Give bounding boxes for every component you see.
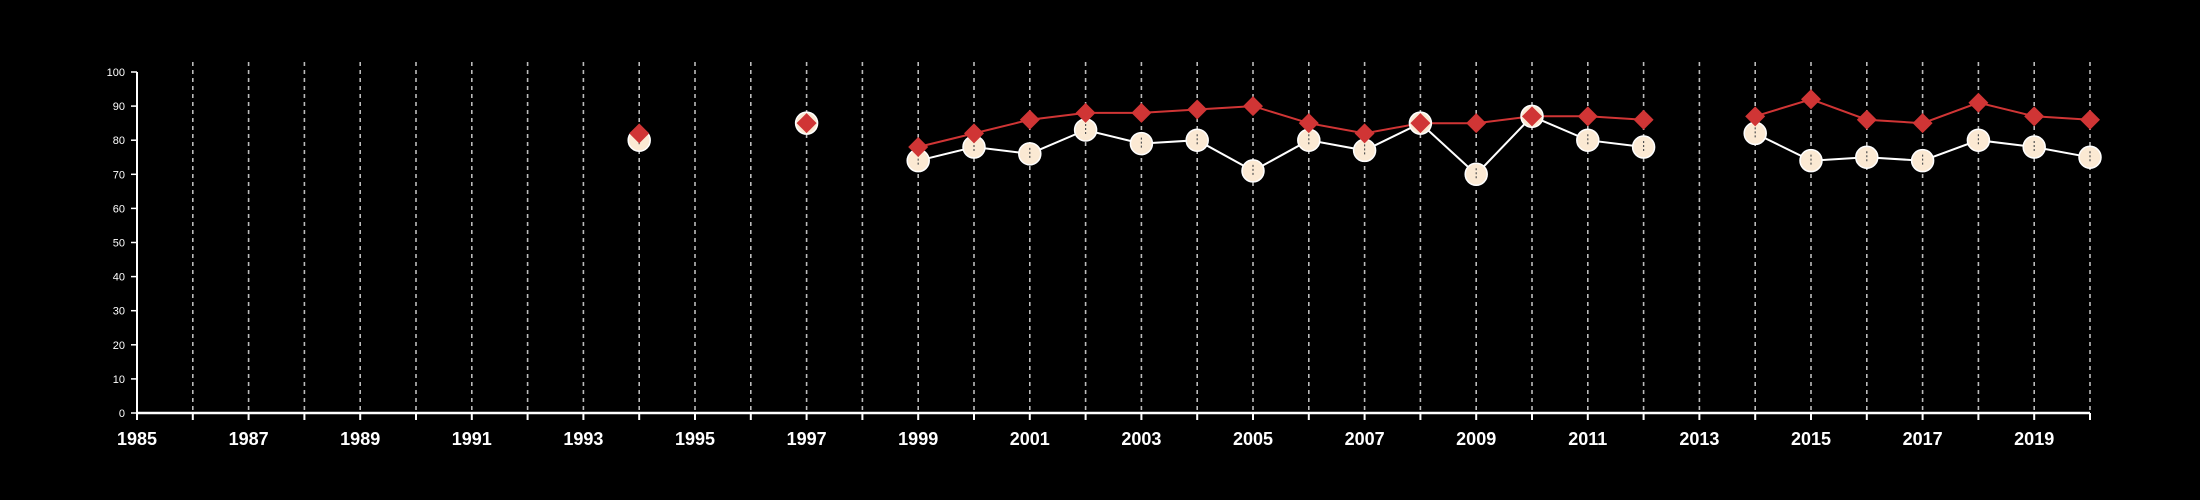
red-diamond-point-2011 — [1577, 106, 1598, 127]
x-tick-label-1991: 1991 — [452, 429, 492, 449]
x-tick-label-2009: 2009 — [1456, 429, 1496, 449]
red-diamond-point-2000 — [964, 123, 984, 144]
x-tick-label-2005: 2005 — [1233, 429, 1273, 449]
y-tick-label-30: 30 — [113, 306, 125, 318]
red-diamond-point-2017 — [1912, 113, 1933, 134]
y-tick-label-90: 90 — [113, 101, 125, 113]
red-diamond-point-2003 — [1131, 102, 1152, 123]
red-diamond-point-2010 — [1522, 106, 1542, 127]
y-tick-label-60: 60 — [113, 203, 125, 215]
red-diamond-point-2006 — [1298, 113, 1319, 134]
red-diamond-point-1997 — [796, 113, 817, 134]
x-tick-label-1995: 1995 — [675, 429, 715, 449]
red-diamond-point-2016 — [1856, 109, 1877, 130]
y-tick-label-70: 70 — [113, 169, 125, 181]
x-tick-label-1993: 1993 — [563, 429, 603, 449]
x-tick-label-2019: 2019 — [2014, 429, 2054, 449]
x-tick-label-1987: 1987 — [229, 429, 269, 449]
y-tick-label-80: 80 — [113, 135, 125, 147]
y-tick-label-100: 100 — [107, 67, 125, 79]
y-tick-label-40: 40 — [113, 272, 125, 284]
red-diamond-point-2001 — [1019, 109, 1040, 130]
x-tick-label-1989: 1989 — [340, 429, 380, 449]
series-layer — [627, 89, 2102, 187]
red-diamond-point-1994 — [629, 123, 650, 144]
x-tick-label-1999: 1999 — [898, 429, 938, 449]
x-tick-label-2017: 2017 — [1903, 429, 1943, 449]
x-tick-label-2003: 2003 — [1121, 429, 1161, 449]
y-tick-label-10: 10 — [113, 374, 125, 386]
red-diamond-point-2018 — [1968, 92, 1989, 113]
red-diamond-point-2008 — [1410, 113, 1431, 134]
red-diamond-point-2014 — [1745, 106, 1766, 127]
x-tick-label-2015: 2015 — [1791, 429, 1831, 449]
x-tick-label-1985: 1985 — [117, 429, 157, 449]
red-diamond-point-2007 — [1354, 123, 1375, 144]
x-tick-label-2001: 2001 — [1010, 429, 1050, 449]
red-diamond-point-2005 — [1243, 96, 1263, 117]
x-tick-label-2013: 2013 — [1679, 429, 1719, 449]
x-tick-label-1997: 1997 — [787, 429, 827, 449]
x-tick-label-2011: 2011 — [1568, 429, 1607, 449]
y-tick-label-20: 20 — [113, 340, 125, 352]
red-diamond-point-2020 — [2080, 109, 2100, 130]
x-tick-label-2007: 2007 — [1345, 429, 1385, 449]
red-diamond-point-2002 — [1075, 102, 1096, 123]
red-diamond-point-1999 — [908, 137, 929, 158]
red-diamond-point-2009 — [1466, 113, 1487, 134]
red-diamond-point-2015 — [1801, 89, 1821, 110]
red-diamond-point-2004 — [1187, 99, 1208, 120]
axes: 1985 1987 1989 1991 1993 1995 1997 1999 2001 2003… — [107, 67, 2091, 449]
red-diamond-point-2012 — [1633, 109, 1654, 130]
y-tick-label-50: 50 — [113, 238, 125, 250]
y-tick-label-0: 0 — [119, 408, 125, 420]
red-diamond-point-2019 — [2024, 106, 2045, 127]
